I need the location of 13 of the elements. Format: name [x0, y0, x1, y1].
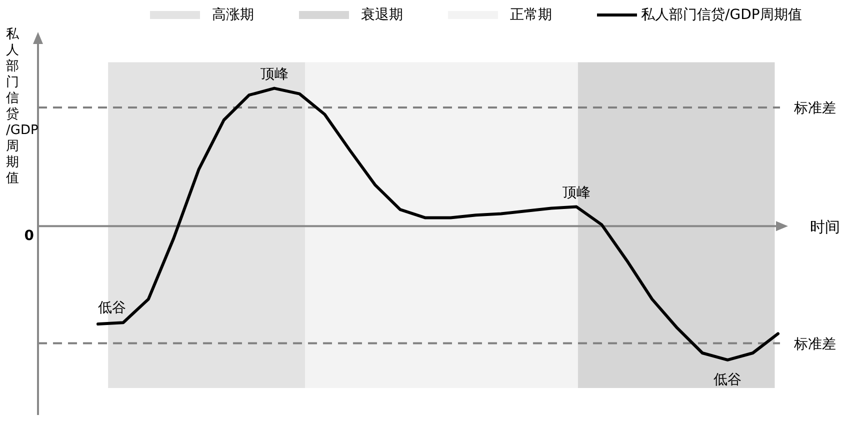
- text: 衰退期: [361, 7, 403, 23]
- annotation: 低谷: [98, 300, 126, 316]
- x-axis-title: 时间: [810, 218, 840, 236]
- ref-line-label: 标准差: [793, 100, 836, 117]
- text: 私人部门信贷/GDP周期值: [6, 27, 38, 186]
- text: 正常期: [510, 7, 552, 23]
- legend-label: 私人部门信贷/GDP周期值: [641, 7, 802, 23]
- text: 高涨期: [212, 7, 254, 23]
- annotation: 顶峰: [562, 184, 591, 201]
- annotation: 低谷: [714, 372, 742, 388]
- annotation: 顶峰: [260, 66, 288, 82]
- ref-line-label: 标准差: [793, 336, 836, 352]
- text: 0: [24, 228, 34, 244]
